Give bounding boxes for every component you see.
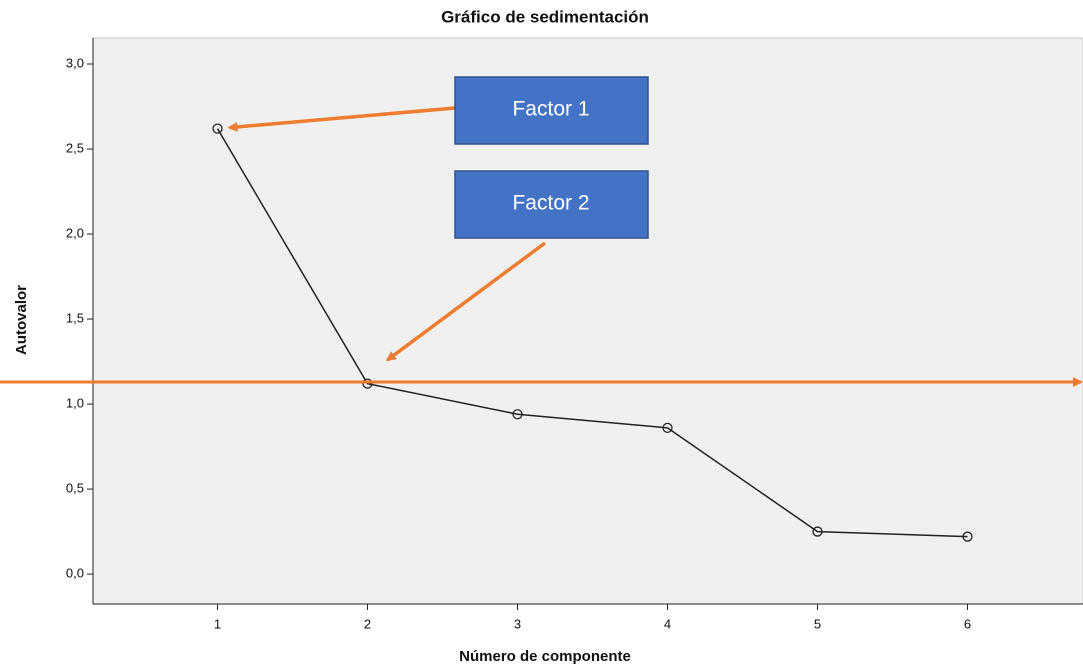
data-point — [512, 409, 523, 420]
x-tick-label: 1 — [214, 616, 221, 631]
data-point — [812, 526, 823, 537]
y-tick-label: 2,5 — [66, 140, 84, 155]
data-line — [216, 128, 968, 538]
x-tick-label: 6 — [964, 616, 971, 631]
data-point — [362, 378, 373, 389]
y-tick-label: 0,5 — [66, 481, 84, 496]
annotation-box — [454, 76, 649, 145]
data-point — [962, 531, 973, 542]
x-tick-label: 4 — [664, 616, 671, 631]
annotation-text: Factor 1 — [512, 98, 589, 121]
y-axis-label: Autovalor — [13, 285, 30, 355]
annotation-box — [454, 170, 649, 239]
y-tick-label: 0,0 — [66, 566, 84, 581]
x-tick-label: 2 — [364, 616, 371, 631]
data-point — [662, 422, 673, 434]
chart-title: Gráfico de sedimentación — [441, 7, 649, 26]
x-axis-label: Número de componente — [459, 648, 631, 665]
data-point — [212, 123, 223, 134]
y-tick-label: 1,5 — [66, 310, 84, 325]
annotation-text: Factor 2 — [512, 192, 589, 215]
annotation-arrow — [385, 241, 547, 362]
y-tick-label: 2,0 — [66, 225, 84, 240]
y-tick-label: 3,0 — [66, 55, 84, 70]
annotation-arrow — [227, 106, 456, 132]
x-tick-label: 3 — [514, 616, 521, 631]
y-tick-label: 1,0 — [66, 395, 84, 410]
x-tick-label: 5 — [814, 616, 821, 631]
